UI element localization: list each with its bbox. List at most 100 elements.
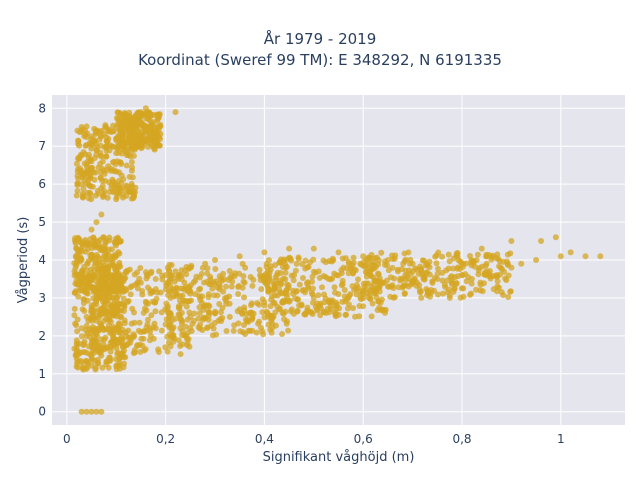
data-point <box>211 292 218 299</box>
y-tick-label: 3 <box>38 291 46 305</box>
data-point <box>127 291 134 298</box>
data-point <box>344 305 351 312</box>
data-point <box>116 127 123 134</box>
data-point <box>177 351 184 358</box>
data-point <box>88 140 95 147</box>
data-point <box>211 319 218 326</box>
data-point <box>71 305 78 312</box>
data-point <box>78 124 85 131</box>
data-point <box>105 301 112 308</box>
data-point <box>83 241 90 248</box>
y-tick-label: 6 <box>38 177 46 191</box>
data-point <box>381 307 388 314</box>
data-point <box>131 309 138 316</box>
data-point <box>287 255 294 262</box>
data-point <box>228 283 235 290</box>
data-point <box>342 311 349 318</box>
data-point <box>191 310 198 317</box>
data-point <box>443 267 450 274</box>
data-point <box>91 242 98 249</box>
data-point <box>81 296 88 303</box>
data-point <box>116 301 123 308</box>
data-point <box>296 281 303 288</box>
data-point <box>384 283 391 290</box>
data-point <box>95 325 102 332</box>
data-point <box>235 290 242 297</box>
data-point <box>132 112 139 119</box>
data-point <box>505 293 512 300</box>
data-point <box>128 159 135 166</box>
data-point <box>113 268 120 275</box>
data-point <box>468 275 475 282</box>
data-point <box>98 408 105 415</box>
data-point <box>177 297 184 304</box>
data-point <box>122 274 129 281</box>
data-point <box>376 278 383 285</box>
x-tick-label: 0,6 <box>354 432 373 446</box>
data-point <box>476 264 483 271</box>
data-point <box>299 274 306 281</box>
data-point <box>487 273 494 280</box>
data-point <box>422 262 429 269</box>
data-point <box>151 146 158 153</box>
series-points <box>71 105 604 415</box>
data-point <box>149 289 156 296</box>
data-point <box>72 237 79 244</box>
data-point <box>98 336 105 343</box>
data-point <box>106 358 113 365</box>
data-point <box>90 234 97 241</box>
data-point <box>272 262 279 269</box>
data-point <box>80 278 87 285</box>
data-point <box>83 313 90 320</box>
data-point <box>439 277 446 284</box>
data-point <box>315 268 322 275</box>
data-point <box>118 160 125 167</box>
data-point <box>496 263 503 270</box>
data-point <box>174 273 181 280</box>
data-point <box>313 306 320 313</box>
data-point <box>162 272 169 279</box>
data-point <box>175 337 182 344</box>
data-point <box>98 185 105 192</box>
data-point <box>98 348 105 355</box>
data-point <box>152 275 159 282</box>
data-point <box>128 141 135 148</box>
data-point <box>236 306 243 313</box>
data-point <box>356 313 363 320</box>
data-point <box>329 275 336 282</box>
data-point <box>137 329 144 336</box>
data-point <box>340 264 347 271</box>
data-point <box>241 294 248 301</box>
data-point <box>73 272 80 279</box>
data-point <box>74 173 81 180</box>
data-point <box>365 268 372 275</box>
data-point <box>107 165 114 172</box>
data-point <box>265 321 272 328</box>
data-point <box>79 190 86 197</box>
y-tick-label: 7 <box>38 139 46 153</box>
data-point <box>435 265 442 272</box>
data-point <box>156 268 163 275</box>
data-point <box>293 288 300 295</box>
data-point <box>117 287 124 294</box>
data-point <box>156 142 163 149</box>
data-point <box>71 260 78 267</box>
data-point <box>170 338 177 345</box>
data-point <box>118 180 125 187</box>
data-point <box>144 110 151 117</box>
data-point <box>88 302 95 309</box>
data-point <box>128 164 135 171</box>
data-point <box>92 366 99 373</box>
data-point <box>315 292 322 299</box>
data-point <box>85 181 92 188</box>
data-point <box>104 283 111 290</box>
data-point <box>87 191 94 198</box>
data-point <box>108 184 115 191</box>
data-point <box>341 287 348 294</box>
data-point <box>503 258 510 265</box>
data-point <box>433 260 440 267</box>
x-axis-title: Signifikant våghöjd (m) <box>263 450 415 465</box>
data-point <box>316 274 323 281</box>
data-point <box>98 270 105 277</box>
